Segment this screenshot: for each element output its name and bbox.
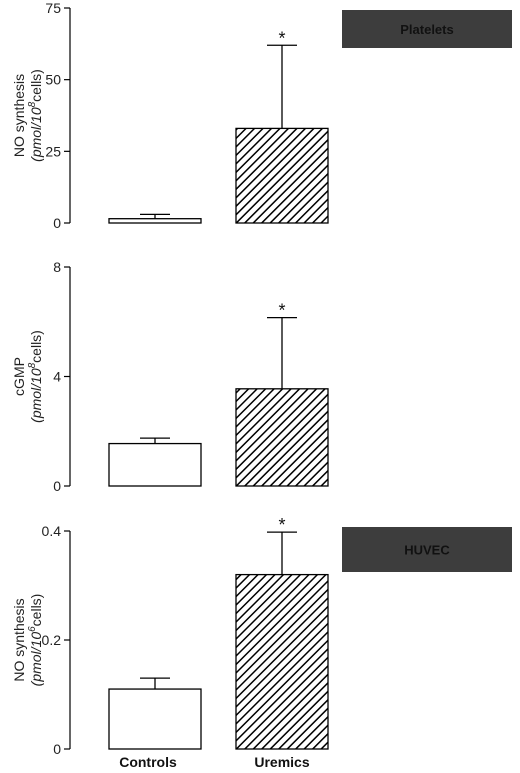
bar-controls: [108, 442, 202, 487]
panel-label-box: [342, 10, 512, 48]
y-tick-label: 50: [45, 72, 61, 88]
y-tick-label: 75: [45, 0, 61, 16]
y-tick-label: 25: [45, 143, 61, 159]
panels: 0 25 50 75 * NO synthesis(pmol/108cells) Plate…: [11, 0, 512, 757]
y-tick-label: 0: [53, 215, 61, 231]
y-tick-label: 4: [53, 369, 61, 385]
y-axis-label: NO synthesis(pmol/108cells): [11, 69, 44, 162]
significance-marker: *: [278, 515, 285, 535]
chart-panel-3: 0 0.2 0.4 * NO synthesis(pmol/106cells) HUVEC: [11, 515, 512, 757]
bar-controls: [108, 688, 202, 750]
significance-marker: *: [278, 28, 285, 48]
bar-uremics: [235, 388, 329, 487]
category-axis-labels: Controls Uremics: [119, 754, 310, 770]
chart-panel-1: 0 25 50 75 * NO synthesis(pmol/108cells) Plate…: [11, 0, 512, 231]
bar-controls: [108, 218, 202, 224]
category-label-controls: Controls: [119, 754, 177, 770]
category-label-uremics: Uremics: [254, 754, 309, 770]
y-tick-label: 8: [53, 259, 61, 275]
panel-label-box: [342, 527, 512, 572]
y-tick-label: 0.4: [42, 523, 62, 539]
panel-label: HUVEC: [404, 543, 450, 558]
chart-panel-2: 0 4 8 * cGMP(pmol/108cells): [11, 259, 329, 494]
y-axis-label: NO synthesis(pmol/106cells): [11, 594, 44, 687]
panel-label: Platelets: [400, 22, 453, 37]
y-tick-label: 0: [53, 478, 61, 494]
significance-marker: *: [278, 301, 285, 321]
bar-uremics: [235, 127, 329, 224]
y-tick-label: 0: [53, 741, 61, 757]
y-axis-label: cGMP(pmol/108cells): [11, 330, 44, 423]
y-tick-label: 0.2: [42, 632, 62, 648]
bar-uremics: [235, 573, 329, 750]
